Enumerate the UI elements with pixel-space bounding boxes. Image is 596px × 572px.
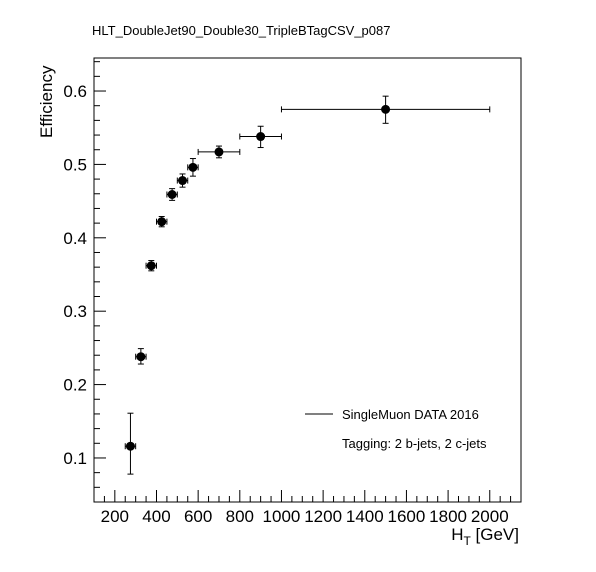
data-point: [197, 145, 241, 159]
plot-frame: [93, 57, 522, 503]
x-tick-label: 800: [226, 507, 254, 526]
x-tick-label: 1200: [304, 507, 342, 526]
marker: [167, 190, 177, 200]
data-point: [135, 348, 147, 365]
marker: [125, 441, 135, 451]
x-axis-label-main: H: [451, 525, 463, 544]
marker: [188, 162, 198, 172]
x-tick-label: 1600: [388, 507, 426, 526]
x-axis-tick-labels: 200 400 600 800 1000 1200 1400 1600 1800 2000: [101, 507, 509, 526]
y-tick-label: 0.6: [63, 82, 87, 101]
x-tick-label: 1000: [263, 507, 301, 526]
marker: [178, 176, 188, 186]
marker: [136, 352, 146, 362]
legend-entry-label: SingleMuon DATA 2016: [342, 407, 479, 422]
x-tick-label: 600: [184, 507, 212, 526]
marker: [157, 217, 167, 227]
marker: [146, 261, 156, 271]
x-tick-label: 200: [101, 507, 129, 526]
data-point: [176, 173, 189, 188]
marker: [256, 132, 266, 142]
data-point: [124, 412, 137, 475]
x-tick-label: 400: [142, 507, 170, 526]
data-point: [280, 95, 491, 124]
chart-title: HLT_DoubleJet90_Double30_TripleBTagCSV_p…: [92, 23, 391, 38]
y-tick-label: 0.1: [63, 449, 87, 468]
y-tick-label: 0.2: [63, 376, 87, 395]
data-point: [166, 188, 178, 201]
data-point: [145, 260, 157, 272]
x-axis-label: HT [GeV]: [451, 525, 519, 548]
tagging-annotation: Tagging: 2 b-jets, 2 c-jets: [342, 436, 487, 451]
data-points: [124, 95, 491, 475]
x-axis-label-subscript: T: [463, 534, 471, 548]
y-tick-label: 0.4: [63, 229, 87, 248]
x-tick-label: 2000: [471, 507, 509, 526]
data-point: [239, 125, 282, 149]
data-point: [187, 158, 199, 177]
data-point: [155, 216, 168, 228]
y-tick-label: 0.3: [63, 302, 87, 321]
x-axis-ticks: [93, 490, 522, 502]
x-tick-label: 1800: [429, 507, 467, 526]
y-tick-label: 0.5: [63, 155, 87, 174]
x-axis-label-unit: [GeV]: [471, 525, 519, 544]
marker: [214, 147, 224, 157]
x-tick-label: 1400: [346, 507, 384, 526]
y-axis-ticks: [94, 61, 106, 488]
marker: [381, 104, 391, 114]
y-axis-tick-labels: 0.1 0.2 0.3 0.4 0.5 0.6: [63, 82, 87, 468]
y-axis-label: Efficiency: [37, 65, 56, 138]
